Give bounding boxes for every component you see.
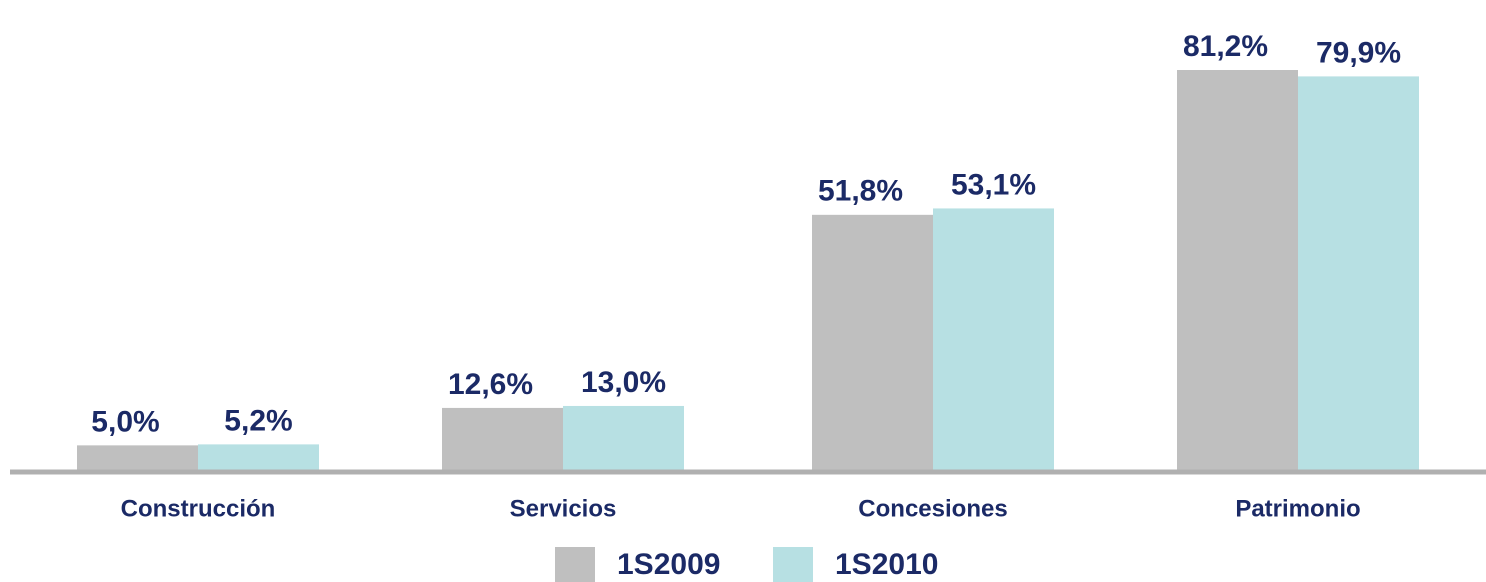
bar [198, 444, 319, 470]
category-label: Construcción [121, 495, 276, 522]
legend-label: 1S2009 [617, 548, 720, 581]
legend-swatch [773, 547, 813, 582]
value-label: 13,0% [581, 366, 666, 399]
bar [1177, 70, 1298, 470]
value-label: 5,2% [224, 404, 292, 437]
value-label: 79,9% [1316, 36, 1401, 69]
bar [812, 214, 933, 470]
category-label: Servicios [510, 495, 617, 522]
bar [442, 407, 563, 470]
bar [1298, 76, 1419, 471]
bar [563, 405, 684, 470]
value-label: 51,8% [818, 175, 903, 208]
value-label: 53,1% [951, 168, 1036, 201]
category-label: Concesiones [858, 495, 1007, 522]
legend-swatch [555, 547, 595, 582]
bar [933, 208, 1054, 470]
value-label: 81,2% [1183, 30, 1268, 63]
bar [77, 445, 198, 470]
value-label: 5,0% [91, 405, 159, 438]
legend-label: 1S2010 [835, 548, 938, 581]
category-label: Patrimonio [1235, 495, 1360, 522]
value-label: 12,6% [448, 368, 533, 401]
